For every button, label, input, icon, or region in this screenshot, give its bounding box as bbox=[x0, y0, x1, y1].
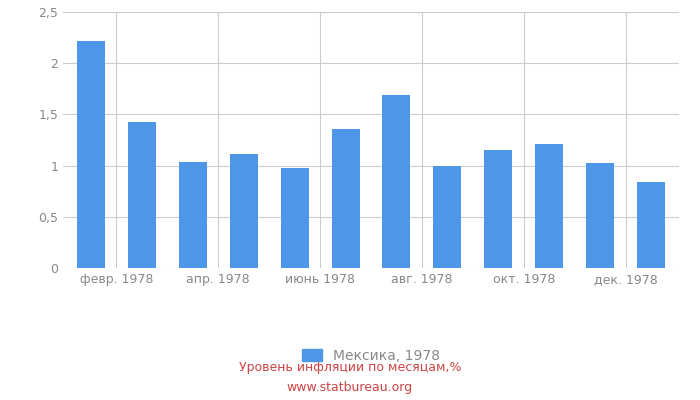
Bar bbox=[536, 144, 564, 268]
Bar bbox=[178, 162, 206, 268]
Bar bbox=[484, 150, 512, 268]
Bar bbox=[77, 41, 105, 268]
Bar bbox=[637, 182, 665, 268]
Bar bbox=[332, 129, 360, 268]
Text: www.statbureau.org: www.statbureau.org bbox=[287, 382, 413, 394]
Bar bbox=[230, 154, 258, 268]
Bar bbox=[128, 122, 156, 268]
Text: Уровень инфляции по месяцам,%: Уровень инфляции по месяцам,% bbox=[239, 362, 461, 374]
Bar bbox=[281, 168, 309, 268]
Bar bbox=[382, 95, 410, 268]
Bar bbox=[586, 162, 614, 268]
Legend: Мексика, 1978: Мексика, 1978 bbox=[296, 344, 446, 368]
Bar bbox=[433, 166, 461, 268]
